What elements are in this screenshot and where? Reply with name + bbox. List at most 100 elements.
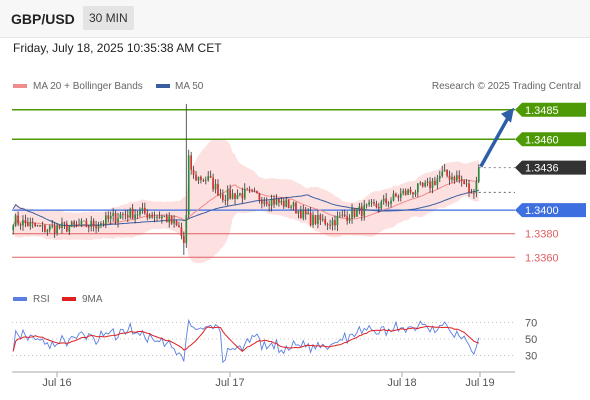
candle (44, 225, 46, 232)
candle (470, 192, 473, 194)
candle (34, 222, 37, 227)
rsi-ma-line (12, 325, 479, 352)
candle (463, 181, 466, 185)
candle (161, 216, 163, 219)
candle (231, 193, 234, 199)
candle (273, 199, 275, 205)
candle (92, 220, 95, 227)
ma20-legend-label: MA 20 + Bollinger Bands (33, 81, 143, 92)
candle (399, 193, 402, 198)
candle (458, 175, 461, 180)
candle (346, 216, 349, 221)
candle (351, 208, 353, 219)
candle (326, 224, 329, 225)
candle (217, 183, 219, 196)
candle (385, 198, 388, 204)
candle (229, 189, 232, 199)
candle (234, 193, 236, 199)
candle (314, 215, 317, 224)
candle (58, 225, 61, 228)
candle (146, 213, 149, 218)
candle (263, 201, 266, 204)
rsi-tick-30: 30 (525, 351, 537, 363)
candle (51, 225, 54, 227)
x-axis: Jul 16 Jul 17 Jul 18 Jul 19 (12, 371, 515, 389)
candle (119, 214, 122, 219)
candle (190, 155, 193, 171)
forecast-arrow-head (501, 107, 514, 123)
candle (260, 199, 263, 204)
candle (78, 224, 80, 226)
candle (68, 226, 71, 232)
candle (165, 215, 168, 223)
candle (97, 225, 100, 229)
candle (460, 179, 463, 182)
candle (275, 198, 278, 205)
rsi-line (12, 318, 480, 364)
x-tick-jul-16: Jul 16 (42, 377, 71, 389)
candle (156, 216, 158, 218)
candle (175, 220, 178, 226)
candle (87, 226, 90, 228)
candle (356, 209, 358, 217)
rsi-legend-swatch (13, 297, 27, 301)
candle (312, 215, 314, 226)
candle (221, 194, 224, 201)
candle (304, 209, 307, 215)
candle (390, 200, 392, 204)
candle (295, 202, 297, 214)
candle (226, 189, 229, 201)
candle (438, 175, 441, 179)
price-chart: MA 20 + Bollinger Bands MA 50 Research ©… (12, 81, 586, 389)
candle (292, 202, 295, 207)
candle (122, 214, 124, 215)
candle (282, 200, 285, 207)
candle (441, 171, 444, 176)
timeframe-badge[interactable]: 30 MIN (83, 6, 134, 30)
candle (473, 192, 475, 194)
candle (61, 222, 63, 228)
ma20-legend-swatch (13, 84, 27, 88)
candle (236, 195, 239, 199)
candle (129, 208, 132, 218)
candle (402, 190, 405, 194)
rsi-tick-70: 70 (525, 317, 537, 329)
candle (73, 221, 76, 225)
candle (19, 223, 22, 226)
candle (170, 216, 173, 224)
candle (338, 215, 341, 217)
timestamp: Friday, July 18, 2025 10:35:38 AM CET (13, 41, 222, 55)
candle (319, 214, 322, 220)
candle (329, 224, 331, 226)
candle (360, 206, 363, 216)
candle (14, 215, 17, 226)
candle (341, 214, 344, 216)
candle (22, 219, 24, 226)
candle (112, 213, 115, 216)
candle (219, 194, 222, 196)
candle (268, 204, 271, 206)
candle (324, 218, 327, 225)
candle (368, 202, 370, 205)
candle (26, 223, 29, 227)
candle (214, 183, 217, 190)
candle (209, 175, 212, 178)
candle (83, 220, 85, 222)
rsi-ma-legend-swatch (62, 297, 76, 301)
candle (48, 225, 51, 231)
candle (24, 219, 27, 224)
candle (53, 225, 56, 234)
candle (114, 213, 117, 222)
candle (382, 198, 385, 202)
candle (178, 225, 180, 228)
candle (246, 188, 249, 190)
candle (307, 212, 310, 215)
candle (148, 215, 151, 218)
candle (424, 182, 427, 187)
candle (46, 230, 49, 232)
candle (302, 209, 305, 219)
candle (446, 169, 448, 176)
candle (419, 182, 422, 184)
candle (29, 222, 32, 227)
candle (414, 192, 417, 195)
